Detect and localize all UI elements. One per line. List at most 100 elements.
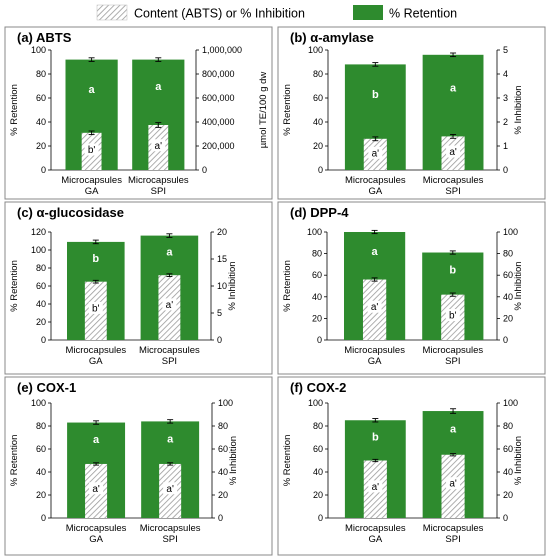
category-label: Microcapsules SPI	[139, 345, 200, 367]
left-tick-label: 0	[41, 513, 46, 523]
letter-inhibition-bg	[445, 309, 460, 322]
letter-retention: a	[450, 82, 457, 94]
left-tick-label: 40	[312, 292, 322, 302]
left-tick-label: 100	[31, 245, 46, 255]
letter-inhibition: a'	[166, 484, 174, 495]
right-tick-label: 0	[202, 165, 207, 175]
panel-4: (d) DPP-4 0 20 40 60 80 100 0 20 40 60 80 100 % Reten…	[277, 201, 546, 375]
left-tick-label: 80	[36, 421, 46, 431]
legend-solid-label: % Retention	[389, 7, 457, 21]
left-tick-label: 120	[31, 227, 46, 237]
letter-inhibition-bg	[151, 139, 166, 152]
letter-inhibition-bg	[84, 143, 99, 156]
left-tick-label: 100	[307, 227, 322, 237]
panel-frame	[277, 376, 546, 556]
letter-inhibition: b'	[88, 145, 96, 156]
legend: Content (ABTS) or % Inhibition % Retenti…	[96, 4, 457, 21]
right-tick-label: 80	[503, 249, 513, 259]
panel-frame	[4, 376, 273, 556]
right-tick-label: 100	[503, 398, 518, 408]
left-tick-label: 40	[36, 299, 46, 309]
panel-frame	[4, 26, 273, 200]
category-label: Microcapsules GA	[345, 523, 406, 545]
right-tick-label: 80	[218, 421, 228, 431]
left-tick-label: 60	[313, 93, 323, 103]
category-label: Microcapsules GA	[345, 175, 406, 197]
y-axis-left-label: % Retention	[9, 435, 20, 487]
letter-retention: a	[450, 424, 457, 436]
left-tick-label: 100	[308, 45, 323, 55]
left-tick-label: 20	[36, 141, 46, 151]
panel-3: (c) α-glucosidase 0 20 40 60 80 100 120 0 5 10 15 20…	[4, 201, 273, 375]
letter-inhibition: b'	[449, 311, 457, 322]
letter-retention: a	[155, 81, 162, 93]
letter-inhibition: a'	[449, 147, 457, 158]
letter-retention: b	[92, 253, 99, 265]
left-tick-label: 40	[313, 467, 323, 477]
letter-inhibition: a'	[372, 482, 380, 493]
legend-solid-swatch	[353, 5, 383, 20]
right-tick-label: 800,000	[202, 69, 235, 79]
left-tick-label: 60	[36, 93, 46, 103]
category-label: Microcapsules SPI	[423, 175, 484, 197]
right-tick-label: 80	[503, 421, 513, 431]
letter-inhibition: a'	[155, 141, 163, 152]
letter-inhibition: a'	[92, 484, 100, 495]
category-label: Microcapsules GA	[61, 175, 122, 197]
y-axis-right-label: % Inhibition	[513, 436, 524, 485]
letter-retention: a	[89, 84, 96, 96]
y-axis-left-label: % Retention	[282, 84, 293, 136]
left-tick-label: 40	[36, 467, 46, 477]
left-tick-label: 100	[308, 398, 323, 408]
panel-title: (b) α-amylase	[290, 30, 374, 45]
left-tick-label: 80	[313, 69, 323, 79]
y-axis-right-label: % Inhibition	[513, 85, 524, 134]
panels: (a) ABTS0204060801000200,000400,000600,0…	[4, 26, 546, 556]
letter-inhibition: a'	[166, 300, 174, 311]
left-tick-label: 40	[313, 117, 323, 127]
left-tick-label: 0	[317, 335, 322, 345]
right-tick-label: 3	[503, 93, 508, 103]
letter-retention: b	[372, 89, 379, 101]
panel-2: (b) α-amylase 0 20 40 60 80 100 0 1 2 3 4 5 % Retenti…	[277, 26, 546, 200]
right-tick-label: 400,000	[202, 117, 235, 127]
left-tick-label: 20	[36, 490, 46, 500]
letter-inhibition-bg	[446, 477, 461, 490]
y-axis-left-label: % Retention	[282, 260, 293, 312]
right-tick-label: 0	[503, 513, 508, 523]
y-axis-right-label: % Inhibition	[228, 436, 239, 485]
right-tick-label: 600,000	[202, 93, 235, 103]
right-tick-label: 20	[503, 313, 513, 323]
category-label: Microcapsules SPI	[423, 523, 484, 545]
y-axis-right-label: % Inhibition	[513, 261, 524, 310]
legend-hatch-swatch	[96, 4, 128, 21]
letter-inhibition-bg	[88, 301, 103, 314]
left-tick-label: 100	[31, 398, 46, 408]
right-tick-label: 200,000	[202, 141, 235, 151]
panel-title: (f) COX-2	[290, 380, 346, 395]
y-axis-left-label: % Retention	[282, 435, 293, 487]
panel-title: (e) COX-1	[17, 380, 76, 395]
letter-inhibition-bg	[446, 145, 461, 158]
right-tick-label: 60	[503, 270, 513, 280]
letter-inhibition: a'	[371, 302, 379, 313]
category-label: Microcapsules SPI	[422, 345, 483, 367]
letter-inhibition: a'	[449, 479, 457, 490]
right-tick-label: 20	[218, 490, 228, 500]
left-tick-label: 20	[313, 141, 323, 151]
letter-inhibition-bg	[162, 298, 177, 311]
left-tick-label: 40	[36, 117, 46, 127]
y-axis-right-label: % Inhibition	[227, 261, 238, 310]
right-tick-label: 40	[503, 467, 513, 477]
left-tick-label: 20	[36, 317, 46, 327]
category-label: Microcapsules SPI	[128, 175, 189, 197]
left-tick-label: 20	[312, 313, 322, 323]
letter-retention: a	[93, 434, 100, 446]
right-tick-label: 20	[217, 227, 227, 237]
panel-title: (a) ABTS	[17, 30, 72, 45]
letter-inhibition-bg	[367, 300, 382, 313]
left-tick-label: 0	[318, 513, 323, 523]
right-tick-label: 4	[503, 69, 508, 79]
right-tick-label: 10	[217, 281, 227, 291]
